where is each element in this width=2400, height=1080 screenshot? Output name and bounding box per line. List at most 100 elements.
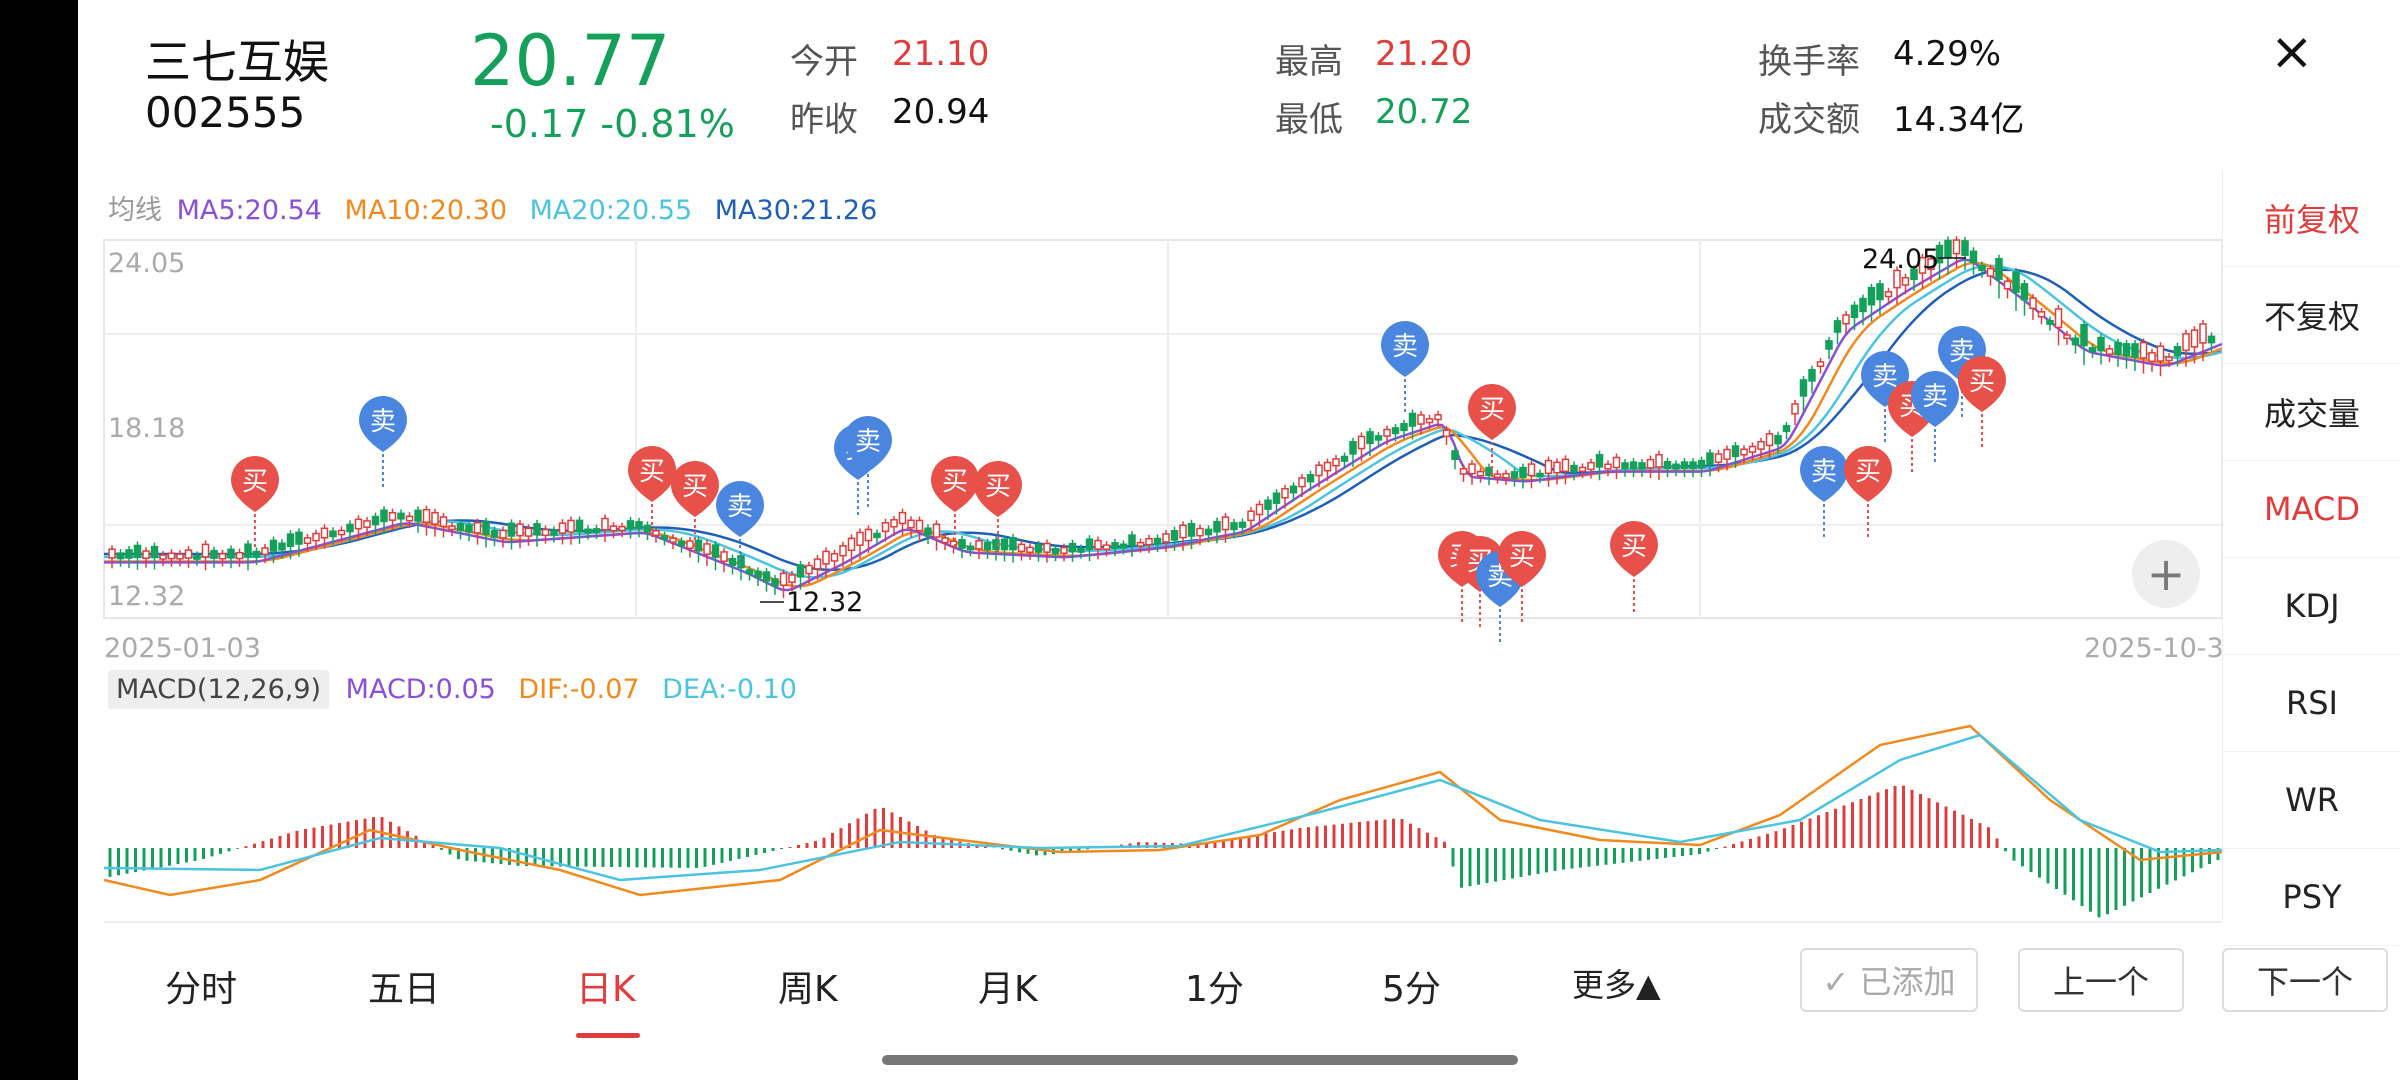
side-item-forward-adjusted[interactable]: 前复权 xyxy=(2223,170,2400,267)
candle-body xyxy=(2148,352,2156,363)
candle-body xyxy=(745,569,754,575)
candle-body xyxy=(1000,538,1009,551)
macd-chart xyxy=(103,724,2222,918)
candle-body xyxy=(1782,425,1791,432)
side-item-macd[interactable]: MACD xyxy=(2223,461,2400,558)
close-icon[interactable]: × xyxy=(2270,22,2314,82)
buy-marker xyxy=(974,461,1022,517)
candle-body xyxy=(1884,291,1893,298)
candle-body xyxy=(1816,361,1825,368)
add-indicator-button[interactable]: + xyxy=(2132,540,2200,608)
high-label: 最高 xyxy=(1275,42,1343,82)
candle-body xyxy=(907,519,915,529)
candle-body xyxy=(754,570,762,579)
tab-daily-k[interactable]: 日K xyxy=(576,969,636,1010)
candle-body xyxy=(1850,304,1859,319)
candle-body xyxy=(320,527,329,539)
candle-body xyxy=(2122,343,2131,357)
amount-label: 成交额 xyxy=(1758,100,1860,140)
tab-five-day[interactable]: 五日 xyxy=(368,969,441,1010)
candle-body xyxy=(116,552,125,560)
candle-body xyxy=(371,515,380,526)
candle-body xyxy=(1264,499,1272,510)
candle-body xyxy=(635,521,643,530)
candle-body xyxy=(1145,538,1153,546)
kline-chart[interactable]: 买卖买买卖卖卖买买卖买买买卖买买卖买卖买卖卖买 24.05 18.18 12.3… xyxy=(0,0,2222,940)
side-item-unadjusted[interactable]: 不复权 xyxy=(2223,267,2400,364)
candle-body xyxy=(2190,329,2199,348)
candle-body xyxy=(966,545,975,551)
side-item-volume[interactable]: 成交量 xyxy=(2223,364,2400,461)
candle-body xyxy=(286,533,295,547)
candle-body xyxy=(626,520,635,530)
macd-params-tag[interactable]: MACD(12,26,9) xyxy=(108,670,330,709)
dif-value: DIF:-0.07 xyxy=(518,674,640,705)
candle-body xyxy=(507,522,516,537)
added-button[interactable]: ✓ 已添加 xyxy=(1800,948,1978,1012)
candle-body xyxy=(1204,528,1213,536)
candle-body xyxy=(1009,537,1017,551)
tab-weekly-k[interactable]: 周K xyxy=(778,969,838,1010)
candle-body xyxy=(847,537,856,552)
side-item-wr[interactable]: WR xyxy=(2223,752,2400,849)
y-axis-top-label: 24.05 xyxy=(108,248,185,279)
candle-body xyxy=(1731,445,1740,458)
next-button[interactable]: 下一个 xyxy=(2222,948,2388,1012)
candle-body xyxy=(2088,347,2097,353)
side-item-psy[interactable]: PSY xyxy=(2223,849,2400,946)
candle-body xyxy=(1544,459,1553,474)
tab-intraday[interactable]: 分时 xyxy=(165,969,238,1010)
candle-body xyxy=(669,537,677,543)
candle-body xyxy=(125,549,133,559)
candle-body xyxy=(1119,543,1128,549)
candle-body xyxy=(184,549,193,559)
candle-body xyxy=(1272,492,1281,504)
tab-1min[interactable]: 1分 xyxy=(1185,969,1244,1010)
candle-body xyxy=(1451,450,1459,460)
candle-body xyxy=(490,529,499,538)
candle-body xyxy=(1306,474,1315,483)
candle-body xyxy=(1434,414,1442,421)
candle-body xyxy=(1374,435,1383,441)
kline-frame xyxy=(103,239,2222,619)
candle-body xyxy=(881,522,890,533)
candle-body xyxy=(737,555,745,569)
candle-body xyxy=(210,549,218,559)
side-item-kdj[interactable]: KDJ xyxy=(2223,558,2400,655)
candle-body xyxy=(1400,423,1408,432)
candle-body xyxy=(1094,539,1102,550)
candle-body xyxy=(388,511,397,521)
candle-body xyxy=(898,511,907,525)
price-change: -0.17 -0.81% xyxy=(490,102,735,146)
candle-body xyxy=(541,528,550,537)
candle-body xyxy=(567,519,575,533)
change-value: -0.17 xyxy=(490,102,589,146)
buy-marker xyxy=(1498,531,1546,587)
candle-body xyxy=(1323,461,1332,472)
high-annotation: 24.05 xyxy=(1862,244,1939,275)
candle-body xyxy=(958,539,966,549)
indicator-side-menu: 前复权 不复权 成交量 MACD KDJ RSI WR PSY xyxy=(2222,170,2400,946)
candles xyxy=(108,236,2216,599)
sell-marker-label: 卖 xyxy=(370,407,396,437)
candle-body xyxy=(796,564,805,578)
candle-body xyxy=(397,512,405,520)
previous-button[interactable]: 上一个 xyxy=(2018,948,2184,1012)
change-percent: -0.81% xyxy=(600,102,735,146)
candle-body xyxy=(431,511,439,525)
high-value: 21.20 xyxy=(1375,34,1473,74)
tab-5min[interactable]: 5分 xyxy=(1382,969,1441,1010)
candle-body xyxy=(1459,467,1468,475)
candle-body xyxy=(1366,431,1374,445)
candle-body xyxy=(2029,297,2037,310)
candle-body xyxy=(1493,473,1502,479)
tab-monthly-k[interactable]: 月K xyxy=(978,969,1038,1010)
dea-line xyxy=(103,733,2222,882)
buy-marker-label: 买 xyxy=(1509,542,1535,572)
candle-body xyxy=(1791,403,1799,415)
candle-body xyxy=(1213,520,1221,533)
candle-body xyxy=(575,519,584,533)
side-item-rsi[interactable]: RSI xyxy=(2223,655,2400,752)
tab-more[interactable]: 更多▲ xyxy=(1572,966,1661,1004)
buy-marker-label: 买 xyxy=(1969,367,1995,397)
